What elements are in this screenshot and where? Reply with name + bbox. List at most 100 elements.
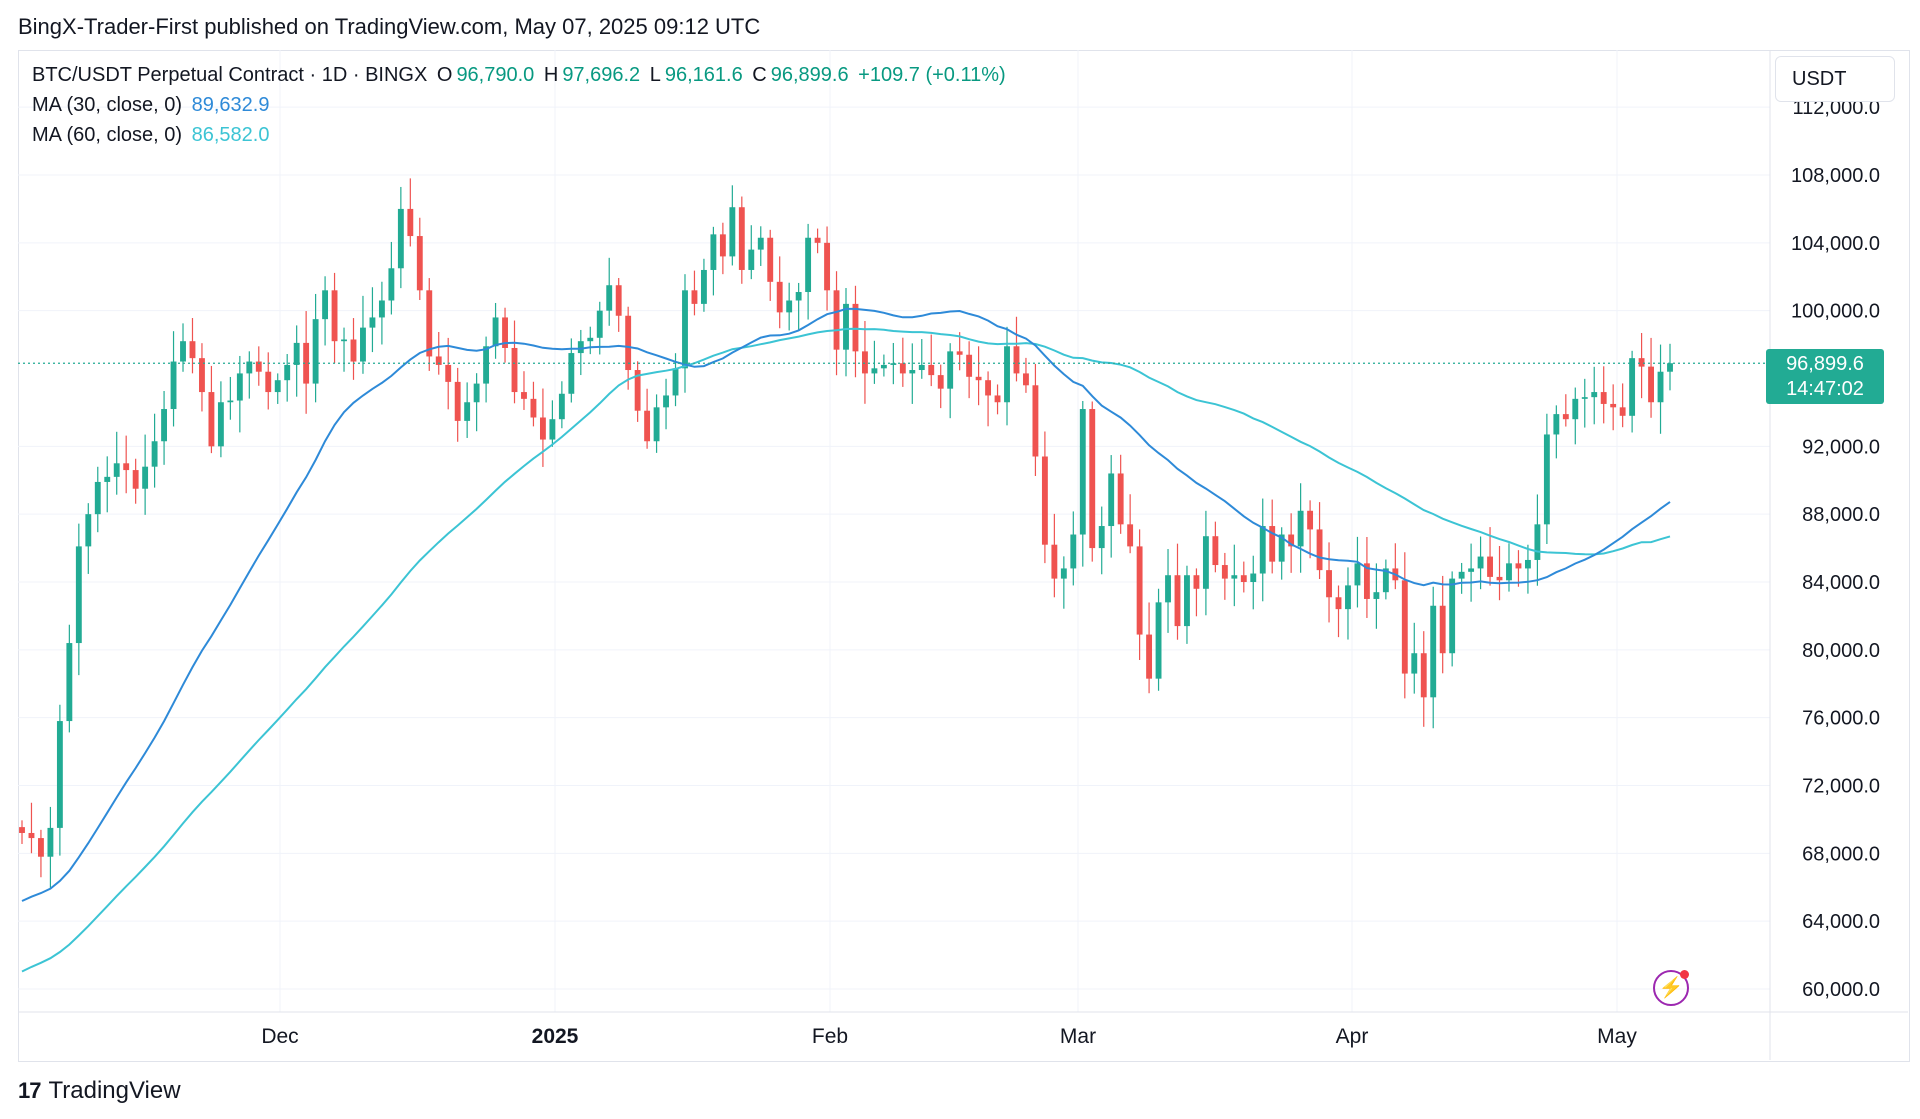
y-tick-label: 76,000.0 — [1802, 708, 1880, 730]
candle-body — [1354, 563, 1361, 586]
candle-body — [928, 364, 935, 376]
candle-body — [1619, 407, 1626, 416]
candle-body — [331, 290, 338, 342]
high-value: 97,696.2 — [562, 64, 641, 86]
candle-body — [719, 234, 726, 257]
close-value: 96,899.6 — [770, 64, 849, 86]
y-tick-label: 100,000.0 — [1791, 301, 1880, 323]
currency-unit-button[interactable]: USDT — [1775, 56, 1895, 102]
candle-body — [132, 470, 139, 489]
candle-body — [1382, 568, 1389, 593]
candle-body — [1250, 573, 1257, 582]
candle-body — [341, 339, 347, 342]
candle-body — [1221, 565, 1228, 579]
candle-body — [1345, 585, 1351, 610]
candle-body — [1335, 597, 1342, 610]
y-tick-label: 92,000.0 — [1802, 436, 1880, 458]
ma60-legend[interactable]: MA (60, close, 0) 86,582.0 — [32, 124, 273, 147]
lightning-icon[interactable]: ⚡ — [1653, 970, 1689, 1006]
candle-body — [530, 398, 537, 418]
candle-body — [1401, 580, 1408, 674]
candle-body — [1060, 568, 1067, 579]
candle-body — [1439, 605, 1446, 654]
candle-body — [1363, 563, 1370, 599]
x-tick-label: May — [1597, 1025, 1637, 1048]
candle-body — [663, 395, 669, 408]
candle-body — [1070, 534, 1077, 569]
candle-body — [1004, 346, 1010, 403]
notification-dot-icon — [1680, 970, 1689, 979]
candle-body — [682, 290, 688, 369]
candle-body — [1278, 534, 1285, 562]
candle-body — [956, 351, 963, 355]
candle-body — [28, 832, 35, 839]
candle-body — [1146, 634, 1153, 679]
ma30-legend[interactable]: MA (30, close, 0) 89,632.9 — [32, 94, 273, 117]
candle-body — [672, 368, 679, 396]
y-tick-label: 60,000.0 — [1802, 979, 1880, 1001]
ma30-value: 89,632.9 — [191, 94, 270, 116]
candle-body — [767, 237, 774, 282]
candle-body — [1259, 526, 1266, 574]
candle-body — [558, 393, 565, 420]
candle-body — [1648, 366, 1654, 403]
candle-body — [483, 346, 490, 384]
candle-body — [1449, 578, 1456, 654]
candle-body — [606, 285, 613, 311]
candle-body — [1496, 576, 1503, 581]
candle-body — [94, 481, 101, 515]
candle-body — [1468, 568, 1475, 572]
candle-body — [738, 207, 745, 270]
candle-body — [568, 353, 575, 394]
candle-body — [208, 392, 215, 447]
candle-body — [1240, 575, 1247, 582]
candle-body — [265, 371, 272, 393]
candle-body — [1477, 556, 1484, 569]
ma30-line — [21, 307, 1671, 902]
candle-body — [805, 237, 812, 293]
tradingview-logo[interactable]: 17 TradingView — [18, 1077, 181, 1105]
candle-body — [293, 342, 300, 365]
candle-body — [975, 376, 982, 381]
candle-body — [625, 315, 632, 371]
candle-body — [710, 234, 717, 270]
candle-body — [416, 236, 423, 291]
candle-body — [824, 242, 830, 291]
candle-body — [274, 380, 281, 393]
y-tick-label: 84,000.0 — [1802, 572, 1880, 594]
candle-body — [814, 237, 821, 243]
candle-body — [397, 208, 404, 269]
ma60-label: MA (60, close, 0) — [32, 124, 183, 146]
candle-body — [1108, 473, 1115, 527]
change-value: +109.7 (+0.11%) — [858, 64, 1006, 86]
candle-body — [966, 354, 973, 377]
candle-body — [1534, 524, 1541, 560]
candle-body — [587, 337, 594, 342]
candle-body — [407, 208, 414, 237]
candle-body — [1174, 575, 1181, 627]
candle-body — [899, 363, 906, 374]
candle-body — [75, 546, 82, 644]
candle-body — [1506, 563, 1512, 581]
candle-body — [1591, 392, 1598, 398]
candle-body — [369, 317, 376, 328]
candle-body — [56, 721, 63, 828]
candle-body — [502, 317, 508, 348]
candle-body — [937, 375, 944, 389]
candle-body — [1411, 653, 1418, 674]
candle-body — [151, 441, 158, 467]
candle-body — [492, 317, 499, 347]
bar-countdown: 14:47:02 — [1786, 378, 1864, 400]
candle-body — [1420, 653, 1427, 698]
candle-body — [833, 290, 840, 350]
candle-body — [303, 342, 310, 384]
candle-body — [1089, 409, 1096, 549]
candle-body — [1117, 473, 1124, 525]
candle-body — [445, 364, 452, 382]
candle-body — [1184, 575, 1190, 627]
candle-body — [435, 356, 442, 365]
candle-body — [189, 341, 196, 359]
candle-body — [1032, 385, 1039, 457]
x-tick-label: Dec — [261, 1025, 298, 1048]
